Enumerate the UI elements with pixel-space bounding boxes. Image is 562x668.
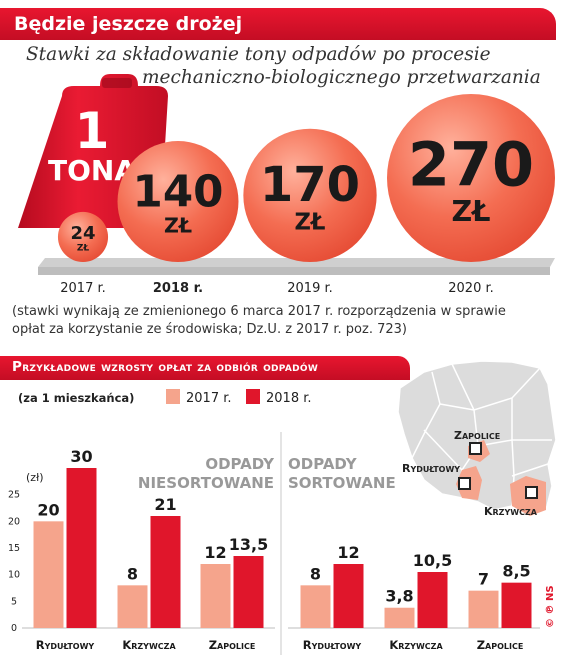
bubble-currency-2: ZŁ <box>295 209 326 235</box>
krzywcza-marker-icon <box>525 486 538 499</box>
year-label-0: 2017 r. <box>60 281 106 296</box>
sorted-bar-2-1 <box>501 582 532 628</box>
legend-label-2017: 2017 r. <box>186 391 232 406</box>
sorted-bar-label-0-0: 8 <box>310 564 321 583</box>
unsorted-category-1: Krzywcza <box>122 638 176 652</box>
sorted-bar-0-0 <box>300 585 331 628</box>
y-tick-15: 15 <box>8 543 20 554</box>
sorted-bar-label-1-0: 3,8 <box>385 587 413 606</box>
map-label-krzywcza: Krzywcza <box>484 505 538 518</box>
panel-left-title-line-2: NIESORTOWANE <box>138 474 274 492</box>
y-tick-5: 5 <box>11 596 17 607</box>
panel-left-title-line-1: ODPADY <box>205 455 275 473</box>
title-banner: Będzie jeszcze drożej <box>0 8 556 40</box>
y-tick-10: 10 <box>8 570 20 581</box>
year-label-1: 2018 r. <box>153 281 203 296</box>
bubble-1 <box>117 141 239 262</box>
legend-swatch-2017 <box>166 389 180 404</box>
legend-label-2018: 2018 r. <box>266 391 312 406</box>
sorted-bar-2-0 <box>468 590 499 628</box>
unsorted-bar-label-2-0: 12 <box>204 543 226 562</box>
unsorted-bar-0-0 <box>33 521 64 628</box>
bubble-currency-1: ZŁ <box>164 213 192 237</box>
y-axis-unit: (zł) <box>26 471 43 484</box>
unsorted-bar-label-0-0: 20 <box>37 500 59 519</box>
sorted-bar-label-2-1: 8,5 <box>502 562 530 581</box>
legend-swatch-2018 <box>246 389 260 404</box>
sorted-bar-label-1-1: 10,5 <box>413 551 452 570</box>
y-tick-0: 0 <box>11 623 17 634</box>
sorted-category-2: Zapolice <box>477 638 524 652</box>
bubble-currency-3: ZŁ <box>451 194 490 228</box>
y-tick-25: 25 <box>8 490 20 501</box>
bubble-2 <box>243 128 377 262</box>
section-title: Przykładowe wzrosty opłat za odbiór odpa… <box>12 359 319 375</box>
zapolice-marker-icon <box>469 442 482 455</box>
y-tick-20: 20 <box>8 516 20 527</box>
bubble-value-2: 170 <box>260 157 360 213</box>
unsorted-category-0: Rydułtowy <box>36 638 95 652</box>
sorted-bar-1-1 <box>417 572 448 628</box>
year-label-2: 2019 r. <box>287 281 333 296</box>
unsorted-bar-label-0-1: 30 <box>70 447 92 466</box>
legal-note-line-1: (stawki wynikają ze zmienionego 6 marca … <box>12 304 506 319</box>
map-label-rydultowy: Rydułtowy <box>402 462 460 475</box>
subtitle-line-1: Stawki za składowanie tony odpadów po pr… <box>26 44 491 65</box>
unsorted-bar-2-1 <box>233 556 264 628</box>
sorted-category-0: Rydułtowy <box>303 638 362 652</box>
unsorted-bar-0-1 <box>66 468 97 628</box>
unsorted-bar-1-1 <box>150 516 181 628</box>
poland-map: Zapolice Rydułtowy Krzywcza <box>397 360 557 518</box>
bubble-value-1: 140 <box>133 168 224 218</box>
year-label-3: 2020 r. <box>448 281 494 296</box>
unsorted-bar-1-0 <box>117 585 148 628</box>
legal-note-line-2: opłat za korzystanie ze środowiska; Dz.U… <box>12 322 407 337</box>
unsorted-bar-label-1-1: 21 <box>154 495 176 514</box>
sorted-bar-0-1 <box>333 564 364 628</box>
page-title: Będzie jeszcze drożej <box>14 13 243 35</box>
bubble-value-3: 270 <box>408 130 534 200</box>
bubble-value-0: 24 <box>70 223 95 244</box>
legend: 2017 r. 2018 r. <box>166 389 312 406</box>
subtitle-line-2: mechaniczno-biologicznego przetwarzania <box>142 67 541 88</box>
map-label-zapolice: Zapolice <box>454 429 500 442</box>
section-banner: Przykładowe wzrosty opłat za odbiór odpa… <box>0 356 410 380</box>
credit: © ℗ NS <box>545 585 556 628</box>
weight-number: 1 <box>75 102 110 160</box>
bubble-3 <box>387 94 555 262</box>
sorted-category-1: Krzywcza <box>389 638 443 652</box>
unsorted-bar-label-2-1: 13,5 <box>229 535 268 554</box>
sorted-bar-1-0 <box>384 607 415 628</box>
panel-right-title-line-2: SORTOWANE <box>288 474 396 492</box>
unsorted-category-2: Zapolice <box>209 638 256 652</box>
bubble-0 <box>57 211 109 262</box>
unsorted-bar-label-1-0: 8 <box>127 564 138 583</box>
sorted-bar-label-2-0: 7 <box>478 570 489 589</box>
rydultowy-marker-icon <box>458 477 471 490</box>
per-resident-label: (za 1 mieszkańca) <box>18 391 134 405</box>
unsorted-bar-2-0 <box>200 564 231 628</box>
panel-right-title-line-1: ODPADY <box>288 455 358 473</box>
sorted-bar-label-0-1: 12 <box>337 543 359 562</box>
bubble-currency-0: ZŁ <box>77 243 90 253</box>
